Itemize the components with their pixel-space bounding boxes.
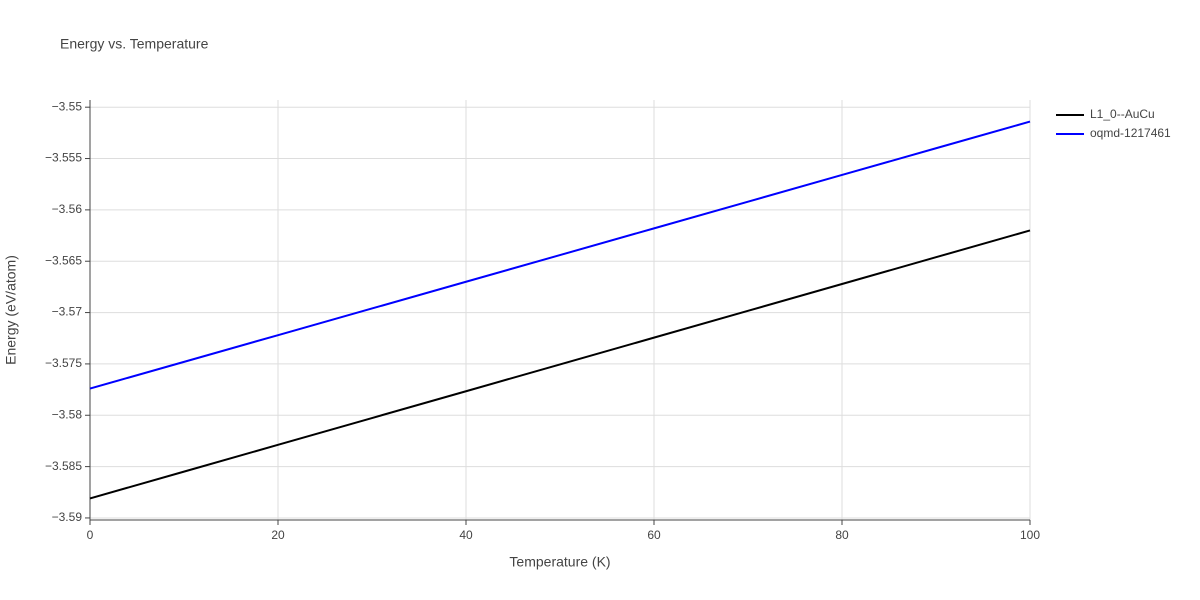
series-line	[89, 120, 1031, 390]
y-tick-label: −3.56	[52, 202, 83, 216]
x-tick-label: 40	[459, 528, 473, 542]
legend-label: L1_0--AuCu	[1090, 107, 1155, 121]
chart-title: Energy vs. Temperature	[60, 36, 209, 52]
x-tick-label: 80	[835, 528, 849, 542]
y-tick-label: −3.565	[45, 253, 82, 267]
y-tick-label: −3.575	[45, 356, 82, 370]
x-tick-label: 20	[271, 528, 285, 542]
y-tick-label: −3.585	[45, 459, 82, 473]
y-tick-label: −3.59	[52, 510, 83, 524]
y-tick-label: −3.58	[52, 407, 83, 421]
x-tick-label: 100	[1020, 528, 1040, 542]
x-axis-title: Temperature (K)	[509, 554, 610, 570]
y-axis-title: Energy (eV/atom)	[3, 255, 19, 365]
x-tick-label: 0	[87, 528, 94, 542]
legend-label: oqmd-1217461	[1090, 126, 1171, 140]
y-tick-label: −3.55	[52, 99, 83, 113]
series-line	[89, 229, 1031, 500]
y-tick-label: −3.555	[45, 151, 82, 165]
y-tick-label: −3.57	[52, 305, 83, 319]
x-tick-label: 60	[647, 528, 661, 542]
